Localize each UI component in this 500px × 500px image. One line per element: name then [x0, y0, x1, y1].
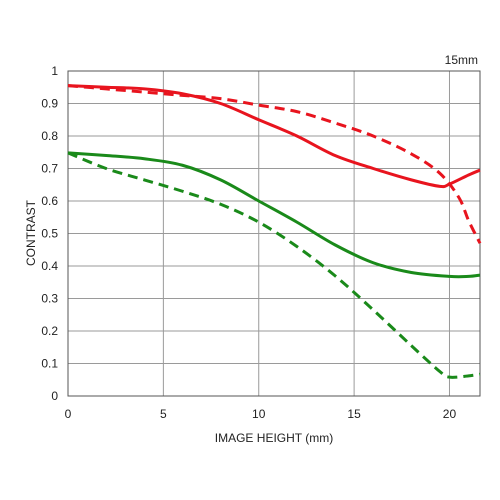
x-tick-label: 10: [252, 407, 266, 421]
x-tick-label: 15: [347, 407, 361, 421]
series-line-3-solid: [67, 151, 481, 279]
x-tick-label: 0: [65, 407, 72, 421]
x-tick-label: 5: [160, 407, 167, 421]
y-tick-label: 0: [51, 389, 58, 403]
y-tick-label: 0.3: [41, 292, 58, 306]
y-tick-label: 0.6: [41, 194, 58, 208]
series-layer: [67, 84, 482, 379]
y-tick-labels: 0 0.1 0.2 0.3 0.4 0.5 0.6 0.7 0.8 0.9 1: [41, 64, 58, 403]
y-tick-label: 0.8: [41, 129, 58, 143]
y-tick-label: 0.4: [41, 259, 58, 273]
y-tick-label: 0.1: [41, 357, 58, 371]
x-tick-labels: 0 5 10 15 20: [65, 407, 457, 421]
x-axis-title: IMAGE HEIGHT (mm): [215, 431, 333, 445]
y-axis-title: CONTRAST: [24, 199, 38, 266]
y-tick-label: 0.9: [41, 97, 58, 111]
plot-border: [67, 70, 481, 397]
grid-lines: [68, 71, 480, 396]
focal-length-label: 15mm: [445, 53, 478, 67]
y-tick-label: 0.2: [41, 324, 58, 338]
y-tick-label: 1: [51, 64, 58, 78]
y-tick-label: 0.7: [41, 162, 58, 176]
x-tick-label: 20: [443, 407, 457, 421]
series-line-4-dashed: [67, 151, 481, 379]
y-tick-label: 0.5: [41, 227, 58, 241]
series-line-2-dashed: [67, 84, 482, 244]
